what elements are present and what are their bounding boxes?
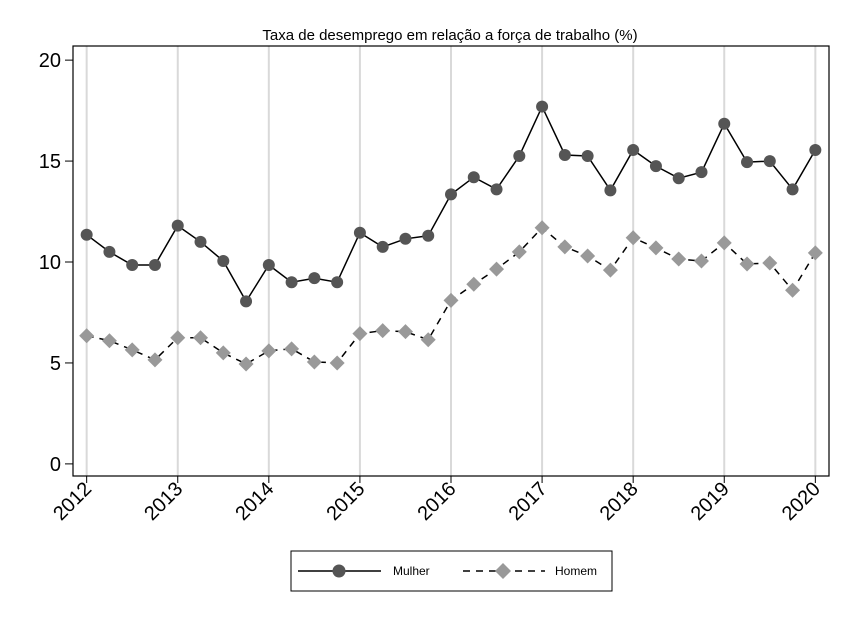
legend-homem-label: Homem <box>555 564 597 578</box>
data-point-homem <box>147 352 163 368</box>
data-point-mulher <box>353 226 366 239</box>
legend: Mulher Homem <box>290 550 613 592</box>
data-point-mulher <box>672 172 685 185</box>
data-point-homem <box>352 326 368 342</box>
data-point-mulher <box>718 117 731 130</box>
data-point-homem <box>534 220 550 236</box>
data-point-mulher <box>171 219 184 232</box>
x-tick-label: 2014 <box>231 478 278 525</box>
grid <box>85 46 817 476</box>
data-point-mulher <box>581 150 594 163</box>
data-point-mulher <box>604 184 617 197</box>
data-point-homem <box>762 255 778 271</box>
data-point-mulher <box>558 149 571 162</box>
x-tick-label: 2018 <box>596 478 643 525</box>
data-point-homem <box>215 345 231 361</box>
y-tick-label: 5 <box>50 353 61 375</box>
y-axis: 0 5 10 15 20 <box>39 50 73 476</box>
x-tick-label: 2012 <box>49 478 96 525</box>
data-point-mulher <box>490 183 503 196</box>
data-point-homem <box>693 253 709 269</box>
data-point-homem <box>580 248 596 264</box>
data-point-mulher <box>763 155 776 168</box>
chart-title: Taxa de desemprego em relação a força de… <box>262 27 637 44</box>
y-tick-label: 0 <box>50 454 61 476</box>
data-point-mulher <box>103 245 116 258</box>
x-tick-label: 2020 <box>778 478 825 525</box>
data-point-mulher <box>217 255 230 267</box>
x-tick-label: 2016 <box>414 478 461 525</box>
data-point-homem <box>602 262 618 278</box>
data-point-homem <box>193 330 209 346</box>
data-point-homem <box>124 342 140 358</box>
data-point-homem <box>443 292 459 308</box>
data-point-homem <box>79 328 95 344</box>
data-point-mulher <box>331 276 344 289</box>
data-point-homem <box>625 230 641 246</box>
data-point-mulher <box>649 160 662 173</box>
x-tick-label: 2019 <box>687 478 734 525</box>
data-point-mulher <box>809 143 822 156</box>
y-tick-label: 15 <box>39 151 61 173</box>
data-point-mulher <box>80 228 93 241</box>
data-point-mulher <box>695 166 708 179</box>
data-point-homem <box>170 330 186 346</box>
data-point-homem <box>739 256 755 272</box>
data-point-homem <box>238 356 254 372</box>
data-point-mulher <box>194 235 207 248</box>
data-point-mulher <box>786 183 799 196</box>
data-point-homem <box>671 251 687 267</box>
data-point-homem <box>397 324 413 340</box>
series-layer <box>79 100 823 372</box>
data-point-homem <box>306 354 322 370</box>
data-point-homem <box>284 341 300 357</box>
data-point-homem <box>785 282 801 298</box>
data-point-homem <box>557 239 573 255</box>
legend-mulher-marker <box>332 564 346 578</box>
data-point-homem <box>375 323 391 339</box>
legend-mulher-label: Mulher <box>393 564 430 578</box>
data-point-mulher <box>467 171 480 184</box>
data-point-mulher <box>262 259 275 272</box>
data-point-mulher <box>536 100 549 113</box>
data-point-mulher <box>240 295 253 308</box>
x-axis: 2012 2013 2014 2015 2016 2017 2018 2019 2020 <box>49 476 825 525</box>
data-point-homem <box>466 276 482 292</box>
data-point-mulher <box>422 229 435 242</box>
data-point-homem <box>648 240 664 256</box>
data-point-homem <box>511 244 527 260</box>
data-point-mulher <box>627 143 640 156</box>
data-point-mulher <box>513 150 526 163</box>
data-point-homem <box>101 333 117 349</box>
x-tick-label: 2017 <box>505 478 552 525</box>
data-point-homem <box>489 261 505 277</box>
data-point-mulher <box>399 232 412 245</box>
data-point-homem <box>716 235 732 251</box>
legend-homem-marker <box>495 563 511 579</box>
data-point-mulher <box>376 240 389 253</box>
data-point-homem <box>420 332 436 348</box>
data-point-mulher <box>285 276 298 289</box>
data-point-mulher <box>308 272 321 285</box>
y-tick-label: 20 <box>39 50 61 72</box>
x-tick-label: 2013 <box>140 478 187 525</box>
x-tick-label: 2015 <box>322 478 369 525</box>
data-point-homem <box>807 245 823 261</box>
y-tick-label: 10 <box>39 252 61 274</box>
data-point-mulher <box>445 188 457 201</box>
data-point-mulher <box>126 259 139 272</box>
data-point-homem <box>261 343 277 359</box>
data-point-homem <box>329 355 345 371</box>
data-point-mulher <box>148 259 161 272</box>
data-point-mulher <box>741 156 754 169</box>
